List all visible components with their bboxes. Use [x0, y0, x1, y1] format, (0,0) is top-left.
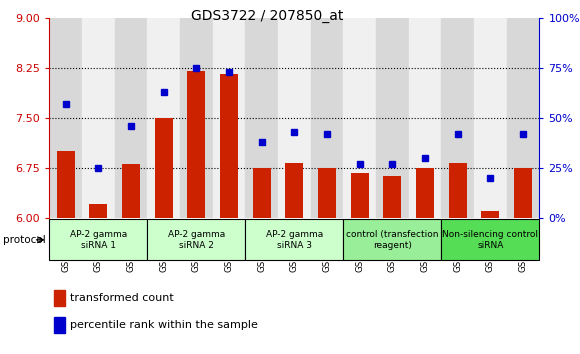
Text: percentile rank within the sample: percentile rank within the sample	[70, 320, 258, 330]
Bar	[416, 168, 434, 218]
Bar	[245, 18, 278, 218]
Bar	[481, 211, 499, 218]
Bar	[82, 18, 115, 218]
Bar	[409, 18, 441, 218]
Bar	[343, 18, 376, 218]
Text: protocol: protocol	[3, 235, 46, 245]
Bar	[376, 18, 409, 218]
Bar	[49, 18, 82, 218]
Bar	[278, 18, 311, 218]
Bar	[220, 74, 238, 218]
Bar	[351, 173, 369, 218]
Text: transformed count: transformed count	[70, 293, 173, 303]
Bar	[245, 219, 343, 260]
Bar	[187, 71, 205, 218]
Text: AP-2 gamma
siRNA 1: AP-2 gamma siRNA 1	[70, 230, 127, 250]
Bar	[147, 18, 180, 218]
Text: AP-2 gamma
siRNA 2: AP-2 gamma siRNA 2	[168, 230, 225, 250]
Bar	[49, 219, 147, 260]
Bar	[318, 168, 336, 218]
Bar	[285, 163, 303, 218]
Bar	[54, 317, 65, 333]
Bar	[441, 219, 539, 260]
Bar	[441, 18, 474, 218]
Bar	[147, 219, 245, 260]
Bar	[155, 118, 173, 218]
Bar	[383, 176, 401, 218]
Bar	[343, 219, 441, 260]
Bar	[311, 18, 343, 218]
Bar	[213, 18, 245, 218]
Bar	[122, 164, 140, 218]
Bar	[54, 290, 65, 306]
Bar	[474, 18, 507, 218]
Bar	[514, 168, 532, 218]
Text: GDS3722 / 207850_at: GDS3722 / 207850_at	[191, 9, 343, 23]
Bar	[115, 18, 147, 218]
Text: Non-silencing control
siRNA: Non-silencing control siRNA	[443, 230, 538, 250]
Text: control (transfection
reagent): control (transfection reagent)	[346, 230, 438, 250]
Bar	[89, 204, 107, 218]
Bar	[507, 18, 539, 218]
Bar	[253, 168, 271, 218]
Bar	[57, 151, 75, 218]
Bar	[180, 18, 213, 218]
Text: AP-2 gamma
siRNA 3: AP-2 gamma siRNA 3	[266, 230, 323, 250]
Bar	[449, 163, 467, 218]
